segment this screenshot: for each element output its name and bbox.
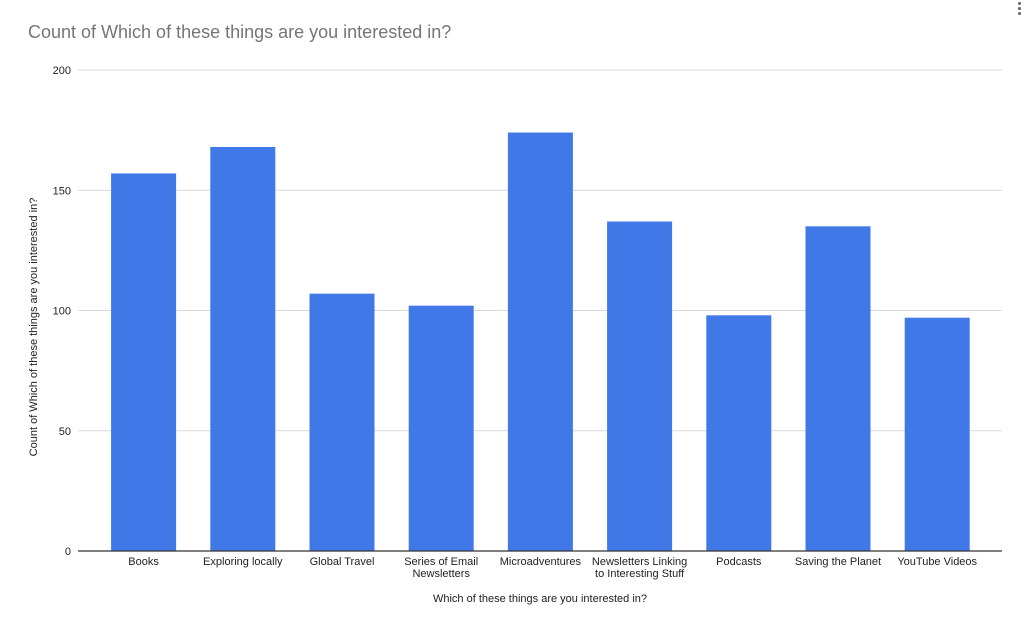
bar: [210, 146, 276, 551]
bar: [805, 226, 871, 551]
more-vert-icon[interactable]: [1014, 0, 1024, 20]
x-tick-label: Saving the Planet: [795, 556, 881, 568]
bar: [111, 173, 177, 552]
y-tick-label: 100: [53, 306, 71, 318]
y-tick-label: 150: [53, 185, 71, 197]
y-tick-label: 200: [53, 65, 71, 77]
bar: [408, 305, 474, 551]
x-tick-label: Newsletters Linking to Interesting Stuff: [592, 556, 687, 580]
x-tick-label: Podcasts: [716, 556, 762, 568]
bar: [507, 132, 573, 551]
x-tick-label: Series of Email Newsletters: [404, 556, 478, 580]
x-tick-label: Exploring locally: [203, 556, 283, 568]
x-tick-label: Global Travel: [310, 556, 375, 568]
x-tick-label: Books: [128, 556, 159, 568]
bar: [706, 315, 772, 551]
y-tick-label: 0: [65, 546, 71, 558]
chart-title: Count of Which of these things are you i…: [28, 22, 452, 42]
bar: [309, 293, 375, 551]
x-tick-label: YouTube Videos: [897, 556, 977, 568]
x-tick-label: Microadventures: [500, 556, 582, 568]
bar: [607, 221, 673, 551]
x-axis-title: Which of these things are you interested…: [433, 593, 647, 605]
bar: [904, 317, 970, 551]
y-axis-title: Count of Which of these things are you i…: [28, 198, 40, 457]
y-tick-label: 50: [59, 426, 71, 438]
